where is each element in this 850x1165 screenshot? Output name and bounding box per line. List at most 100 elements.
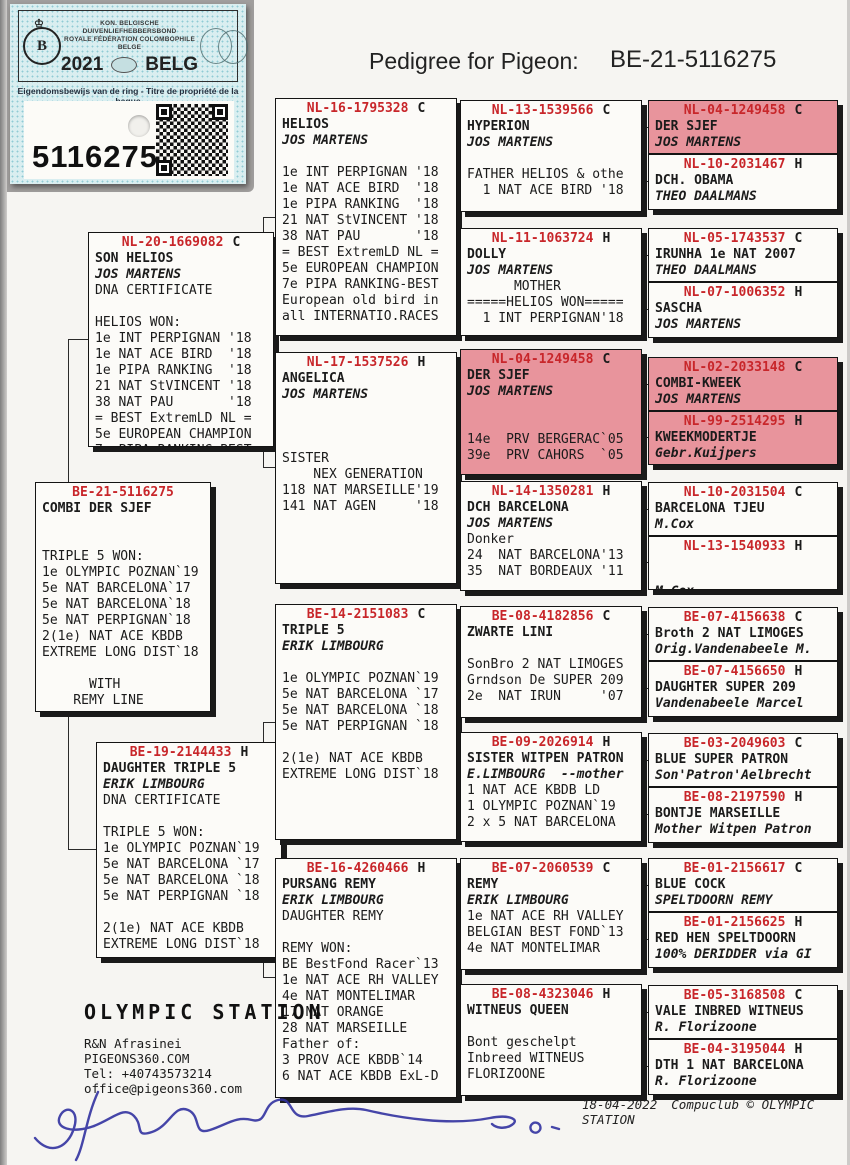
owner-name: ERIK LIMBOURG xyxy=(467,893,569,908)
bird-name: DCH BARCELONA xyxy=(467,500,569,515)
bird-name: SON HELIOS xyxy=(95,251,174,266)
bird-name: KWEEKMODERTJE xyxy=(655,430,757,445)
ring-number: NL-99-2514295 H xyxy=(683,414,803,429)
performance-lines: SISTER NEX GENERATION 118 NAT MARSEILLE'… xyxy=(282,451,439,514)
pedigree-box-blue-super-patron: BE-03-2049603 C BLUE SUPER PATRON Son'Pat… xyxy=(648,733,838,787)
bird-name: VALE INBRED WITNEUS xyxy=(655,1004,804,1019)
owner-name: E.LIMBOURG --mother xyxy=(467,767,624,782)
owner-name: JOS MARTENS xyxy=(95,267,182,282)
bird-name: PURSANG REMY xyxy=(282,877,376,892)
federation-logo-letter: B xyxy=(36,37,47,54)
pedigree-box-dch-barcelona: NL-14-1350281 H DCH BARCELONA JOS MARTENS… xyxy=(460,481,642,591)
owner-name: Son'Patron'Aelbrecht xyxy=(655,768,812,783)
certificate-panel: 5116275 xyxy=(24,101,234,179)
pedigree-box-zwarte-lini: BE-08-4182856 C ZWARTE LINI SonBro 2 NAT … xyxy=(460,606,642,718)
station-name: OLYMPIC STATION xyxy=(84,1000,325,1024)
ring-number: BE-19-2144433 H xyxy=(129,745,249,760)
owner-name: JOS MARTENS xyxy=(282,133,369,148)
signature xyxy=(33,1090,561,1162)
owner-name xyxy=(467,1019,635,1035)
pedigree-box-angelica: NL-17-1537526 H ANGELICA JOS MARTENS SIST… xyxy=(275,352,457,584)
owner-name: ERIK LIMBOURG xyxy=(282,893,384,908)
connector-pair3 xyxy=(642,384,650,438)
ring-number: NL-20-1669082 C xyxy=(121,235,241,250)
pedigree-box-daughter-super209: BE-07-4156650 H DAUGHTER SUPER 209 Vanden… xyxy=(648,661,838,717)
owner-name: M.Cox xyxy=(655,584,831,589)
bird-name: IRUNHA 1e NAT 2007 xyxy=(655,247,796,262)
owner-name xyxy=(42,517,204,533)
footer-date: 18-04-2022 xyxy=(582,1097,658,1112)
ring-number: NL-05-1743537 C xyxy=(683,231,803,246)
ring-number: NL-17-1537526 H xyxy=(306,355,426,370)
ring-number: BE-07-2060539 C xyxy=(491,861,611,876)
pedigree-box-daughter-triple5: BE-19-2144433 H DAUGHTER TRIPLE 5 ERIK LI… xyxy=(96,742,282,958)
owner-name: ERIK LIMBOURG xyxy=(103,777,205,792)
performance-lines: 14e PRV BERGERAC`05 39e PRV CAHORS `05 xyxy=(467,432,624,463)
owner-name: JOS MARTENS xyxy=(467,516,554,531)
pedigree-box-sister-witpen-patron: BE-09-2026914 H SISTER WITPEN PATRON E.LI… xyxy=(460,732,642,842)
pedigree-box-pursang-remy: BE-16-4260466 H PURSANG REMY ERIK LIMBOUR… xyxy=(275,858,457,1098)
ring-number: BE-08-2197590 H xyxy=(683,790,803,805)
certificate-titles: KON. BELGISCHE DUIVENLIEFHEBBERSBOND ROY… xyxy=(61,19,198,74)
page-title: Pedigree for Pigeon: xyxy=(369,48,579,74)
bird-name: SISTER WITPEN PATRON xyxy=(467,751,624,766)
pedigree-box-barcelona-tjeu: NL-10-2031504 C BARCELONA TJEU M.Cox xyxy=(648,482,838,536)
ring-number: BE-14-2151083 C xyxy=(306,607,426,622)
pedigree-box-vale-inbred-witneus: BE-05-3168508 C VALE INBRED WITNEUS R. Fl… xyxy=(648,985,838,1039)
owner-name: JOS MARTENS xyxy=(655,135,742,150)
bird-name: RED HEN SPELTDOORN xyxy=(655,931,796,946)
ring-number: NL-10-2031467 H xyxy=(683,157,803,172)
ring-number: NL-14-1350281 H xyxy=(491,484,611,499)
owner-name xyxy=(467,641,635,657)
connector-pair5 xyxy=(642,634,650,689)
mini-seal-icon xyxy=(111,56,138,73)
bird-name: Broth 2 NAT LIMOGES xyxy=(655,626,804,641)
pedigree-box-witneus-queen: BE-08-4323046 H WITNEUS QUEEN Bont gesche… xyxy=(460,984,642,1096)
pedigree-box-combi-kweek: NL-02-2033148 C COMBI-KWEEK JOS MARTENS xyxy=(648,357,838,411)
performance-lines: DAUGHTER REMY REMY WON: BE BestFond Race… xyxy=(282,909,439,1084)
federation-name-nl: KON. BELGISCHE DUIVENLIEFHEBBERSBOND xyxy=(82,19,177,35)
ring-number: BE-21-5116275 xyxy=(72,485,174,500)
pedigree-box-broth-limoges: BE-07-4156638 C Broth 2 NAT LIMOGES Orig.… xyxy=(648,607,838,661)
connector-pair8 xyxy=(642,1012,650,1067)
federation-stamp-icon xyxy=(198,20,250,72)
performance-lines: Bont geschelpt Inbreed WITNEUS FLORIZOON… xyxy=(467,1035,585,1082)
owner-name: JOS MARTENS xyxy=(655,392,742,407)
federation-logo-icon: ♔ B xyxy=(23,18,61,65)
performance-lines: 1e NAT ACE RH VALLEY BELGIAN BEST FOND`1… xyxy=(467,909,624,956)
bird-name: DER SJEF xyxy=(467,368,530,383)
pedigree-box-subject: BE-21-5116275 COMBI DER SJEF TRIPLE 5 WO… xyxy=(35,482,211,712)
punch-hole xyxy=(128,115,150,137)
qr-code xyxy=(156,104,228,176)
bird-name: HYPERION xyxy=(467,119,530,134)
bird-name xyxy=(655,555,831,571)
bird-name: BONTJE MARSEILLE xyxy=(655,806,781,821)
bird-name: DAUGHTER TRIPLE 5 xyxy=(103,761,237,776)
pedigree-box-irunha: NL-05-1743537 C IRUNHA 1e NAT 2007 THEO D… xyxy=(648,228,838,282)
bird-name: DTH 1 NAT BARCELONA xyxy=(655,1058,804,1073)
owner-name: Orig.Vandenabeele M. xyxy=(655,642,812,657)
federation-name-fr: ROYALE FÉDÉRATION COLOMBOPHILE BELGE xyxy=(64,35,195,51)
pedigree-box-dolly: NL-11-1063724 H DOLLY JOS MARTENS MOTHER … xyxy=(460,228,642,336)
bird-name: BLUE COCK xyxy=(655,877,726,892)
performance-lines: TRIPLE 5 WON: 1e OLYMPIC POZNAN`19 5e NA… xyxy=(42,549,199,708)
bird-name: DER SJEF xyxy=(655,119,718,134)
footer-credit-line: 18-04-2022 Compuclub © OLYMPIC STATION xyxy=(582,1097,850,1127)
ring-number: NL-11-1063724 H xyxy=(491,231,611,246)
ring-number: BE-07-4156638 C xyxy=(683,610,803,625)
scan-edge-right xyxy=(847,0,850,1165)
owner-name: JOS MARTENS xyxy=(655,317,742,332)
ring-number: NL-13-1540933 H xyxy=(683,539,803,554)
performance-lines: 1e INT PERPIGNAN '18 1e NAT ACE BIRD '18… xyxy=(282,165,439,324)
connector-pair7 xyxy=(642,885,650,940)
owner-name: R. Florizoone xyxy=(655,1074,757,1089)
bird-name: DCH. OBAMA xyxy=(655,173,734,188)
connector-pair6 xyxy=(642,760,650,815)
pedigree-box-der-sjef: NL-04-1249458 C DER SJEF JOS MARTENS 14e … xyxy=(460,349,642,475)
performance-lines: DNA CERTIFICATE TRIPLE 5 WON: 1e OLYMPIC… xyxy=(103,793,260,952)
performance-lines: DNA CERTIFICATE HELIOS WON: 1e INT PERPI… xyxy=(95,283,252,446)
ring-number: NL-07-1006352 H xyxy=(683,285,803,300)
performance-lines: 1e OLYMPIC POZNAN`19 5e NAT BARCELONA `1… xyxy=(282,671,439,782)
pedigree-box-dch-obama: NL-10-2031467 H DCH. OBAMA THEO DAALMANS xyxy=(648,154,838,210)
station-contact-lines: R&N Afrasinei PIGEONS360.COM Tel: +40743… xyxy=(84,1036,243,1096)
